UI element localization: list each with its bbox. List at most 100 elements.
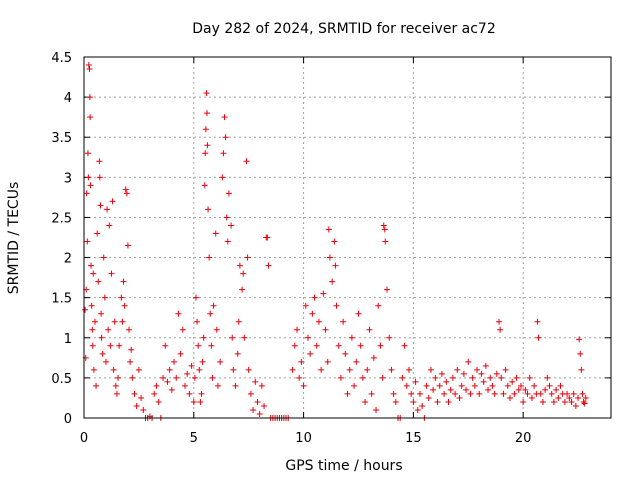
data-point [197,398,204,405]
data-point [463,386,470,393]
data-point [90,270,97,277]
data-point [381,226,388,233]
data-point [228,222,235,229]
data-point [561,398,568,405]
data-point [164,378,171,385]
data-point [487,374,494,381]
data-point [244,254,251,261]
data-point [112,382,119,389]
data-point [318,366,325,373]
x-tick-label: 15 [405,431,422,446]
data-point [219,174,226,181]
data-point [401,342,408,349]
data-point [482,362,489,369]
data-point [419,402,426,409]
data-point [203,110,210,117]
grid-lines [84,57,611,418]
y-tick-label: 3 [64,171,72,186]
data-point [526,374,533,381]
data-point [105,326,112,333]
data-point [162,342,169,349]
chart-title: Day 282 of 2024, SRMTID for receiver ac7… [192,21,496,37]
data-point [265,262,272,269]
data-point [408,390,415,397]
data-point [377,342,384,349]
data-point [368,390,375,397]
data-point [430,386,437,393]
data-point [309,310,316,317]
data-point [182,382,189,389]
data-point [236,262,243,269]
data-point [423,382,430,389]
data-point [210,302,217,309]
data-point [546,382,553,389]
data-point [153,382,160,389]
data-point [87,114,94,121]
data-point [126,326,133,333]
data-point [311,294,318,301]
data-point [550,398,557,405]
data-point [90,366,97,373]
data-point [293,326,300,333]
data-point [534,318,541,325]
data-point [548,390,555,397]
data-point [120,278,127,285]
data-point [493,370,500,377]
data-point [504,382,511,389]
data-point [205,206,212,213]
data-point [335,342,342,349]
axis-ticks: 0 0.5 1 1.5 2 2.5 3 3.5 4 4.5 0 5 10 15 20 [51,51,611,446]
data-point [384,286,391,293]
data-point [403,382,410,389]
data-point [362,398,369,405]
data-point [535,334,542,341]
data-points [82,62,589,421]
data-point [570,390,577,397]
data-point [245,366,252,373]
data-point [254,398,261,405]
data-point [85,62,92,69]
data-point [498,374,505,381]
data-point [84,150,91,157]
data-point [427,366,434,373]
data-point [445,398,452,405]
y-tick-label: 2 [64,252,72,267]
data-point [298,358,305,365]
data-point [229,334,236,341]
data-point [85,174,92,181]
data-point [557,382,564,389]
data-point [353,358,360,365]
data-point [340,318,347,325]
data-point [342,350,349,357]
data-point [243,158,250,165]
data-point [99,350,106,357]
data-point [357,342,364,349]
data-point [116,342,123,349]
data-point [261,402,268,409]
data-point [344,390,351,397]
data-point [388,366,395,373]
data-point [476,390,483,397]
data-point [544,374,551,381]
data-point [91,318,98,325]
data-point [115,374,122,381]
data-point [129,374,136,381]
data-point [528,394,535,401]
data-point [520,398,527,405]
data-point [474,366,481,373]
data-point [119,318,126,325]
data-point [208,342,215,349]
data-point [346,366,353,373]
data-point [539,398,546,405]
data-point [500,390,507,397]
data-point [89,342,96,349]
data-point [497,326,504,333]
data-point [213,326,220,333]
data-point [166,366,173,373]
data-point [252,378,259,385]
data-point [467,390,474,397]
x-axis-label: GPS time / hours [285,458,402,474]
data-point [575,394,582,401]
data-point [138,394,145,401]
